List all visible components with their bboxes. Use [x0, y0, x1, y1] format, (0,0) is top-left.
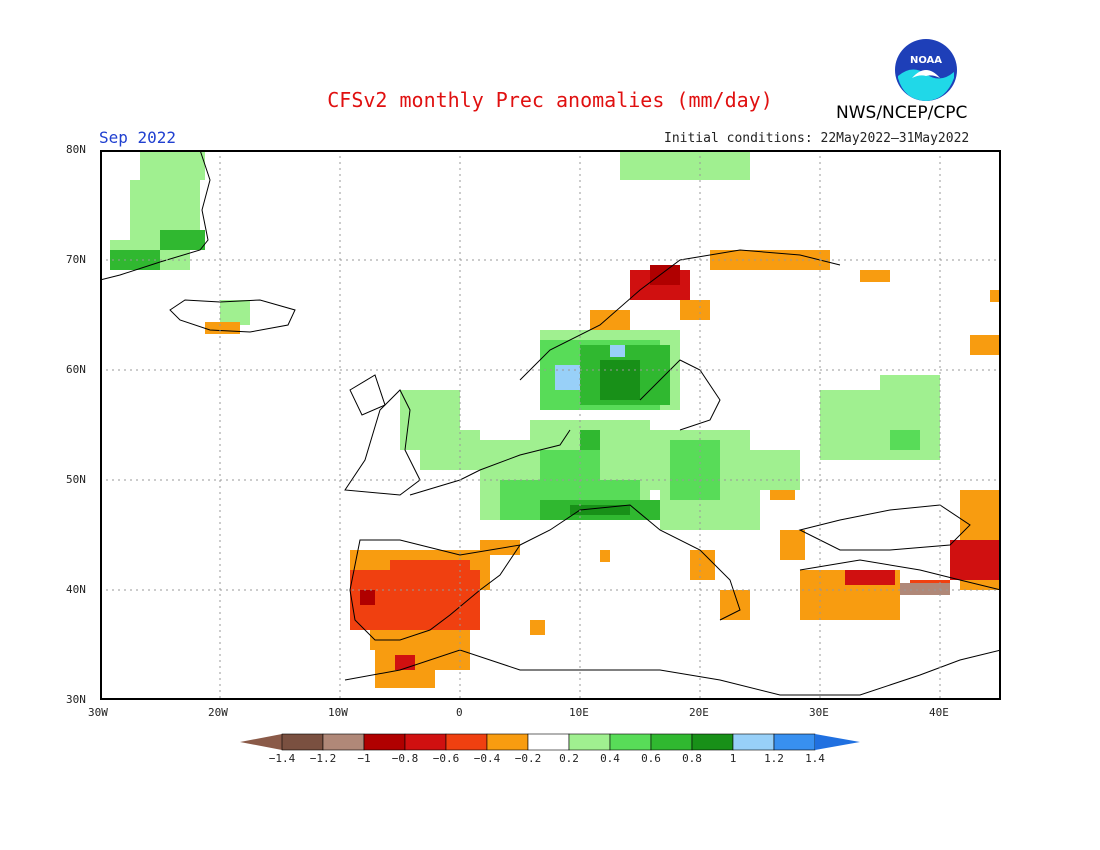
lon-label-20w: 20W	[208, 706, 228, 719]
initial-conditions: Initial conditions: 22May2022–31May2022	[664, 131, 970, 146]
colorbar-label: 0.2	[559, 752, 579, 765]
colorbar-cell	[486, 733, 529, 751]
colorbar-cell	[363, 733, 406, 751]
colorbar-label: −0.4	[473, 752, 501, 765]
colorbar-cell	[691, 733, 734, 751]
colorbar-label: 1	[729, 752, 737, 765]
colorbar-label: −1.4	[268, 752, 296, 765]
colorbar-label: 1.2	[764, 752, 784, 765]
chart-title: CFSv2 monthly Prec anomalies (mm/day)	[327, 88, 773, 112]
colorbar-arrow-right	[815, 734, 860, 750]
lon-label-0: 0	[456, 706, 463, 719]
lat-label-40n: 40N	[66, 583, 86, 596]
colorbar-label: 1.4	[805, 752, 825, 765]
lat-label-30n: 30N	[66, 693, 86, 706]
colorbar-label: 0.6	[641, 752, 661, 765]
colorbar-cell	[404, 733, 447, 751]
colorbar-label: −0.6	[432, 752, 460, 765]
map-frame	[100, 150, 1001, 700]
colorbar-cell	[322, 733, 365, 751]
coastlines	[100, 150, 1001, 696]
colorbar	[240, 733, 860, 751]
colorbar-label: −1	[357, 752, 371, 765]
colorbar-cell	[445, 733, 488, 751]
colorbar-cell	[281, 733, 324, 751]
lat-label-80n: 80N	[66, 143, 86, 156]
organization-label: NWS/NCEP/CPC	[836, 103, 968, 123]
colorbar-cells	[281, 733, 816, 751]
lon-label-10w: 10W	[328, 706, 348, 719]
colorbar-cell	[609, 733, 652, 751]
noaa-logo-text: NOAA	[910, 55, 942, 66]
lon-label-10e: 10E	[569, 706, 589, 719]
lat-label-70n: 70N	[66, 253, 86, 266]
colorbar-cell	[650, 733, 693, 751]
graticule	[100, 150, 1001, 700]
colorbar-label: −1.2	[309, 752, 337, 765]
lon-label-30e: 30E	[809, 706, 829, 719]
colorbar-cell	[527, 733, 570, 751]
anomaly-patches	[110, 150, 1001, 688]
lat-label-50n: 50N	[66, 473, 86, 486]
colorbar-label: −0.2	[514, 752, 542, 765]
colorbar-cell	[773, 733, 816, 751]
colorbar-label: 0.8	[682, 752, 702, 765]
colorbar-arrow-left	[240, 734, 282, 750]
lon-label-20e: 20E	[689, 706, 709, 719]
lat-label-60n: 60N	[66, 363, 86, 376]
forecast-period: Sep 2022	[99, 128, 177, 147]
colorbar-label: −0.8	[391, 752, 419, 765]
colorbar-label: 0.4	[600, 752, 620, 765]
colorbar-cell	[568, 733, 611, 751]
anomaly-map	[100, 150, 1001, 700]
noaa-logo: NOAA	[894, 38, 958, 102]
colorbar-cell	[732, 733, 775, 751]
lon-label-40e: 40E	[929, 706, 949, 719]
lon-label-30w: 30W	[88, 706, 108, 719]
